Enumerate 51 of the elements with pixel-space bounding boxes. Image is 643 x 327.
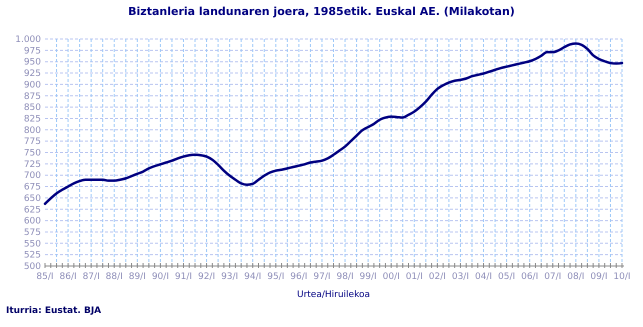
x-tick-label: 91/I <box>174 272 192 282</box>
y-tick-label: 500 <box>24 262 42 272</box>
y-tick-label: 750 <box>24 148 42 158</box>
x-tick-label: 85/I <box>36 272 54 282</box>
x-tick-label: 02/I <box>428 272 446 282</box>
y-tick-label: 625 <box>24 205 41 216</box>
x-tick-label: 98/I <box>336 272 354 282</box>
y-tick-label: 975 <box>24 46 41 56</box>
x-tick-label: 97/I <box>313 272 331 282</box>
chart-title: Biztanleria landunaren joera, 1985etik. Euskal AE. (Milakotan) <box>128 5 515 18</box>
x-axis-title: Urtea/Hiruilekoa <box>296 290 370 300</box>
x-tick-label: 05/I <box>498 272 516 282</box>
x-tick-label: 95/I <box>267 272 284 282</box>
y-tick-label: 800 <box>24 126 42 136</box>
y-tick-label: 775 <box>24 137 41 148</box>
y-tick-label: 725 <box>24 160 41 170</box>
y-tick-label: 900 <box>24 80 42 90</box>
x-tick-label: 06/I <box>521 272 538 282</box>
y-tick-label: 925 <box>24 69 41 80</box>
y-tick-label: 950 <box>24 58 42 68</box>
y-tick-label: 650 <box>24 194 42 204</box>
line-series <box>44 42 624 206</box>
text: Iturria: Eustat. BJA <box>6 306 102 316</box>
x-tick-label: 03/I <box>452 272 470 282</box>
x-tick-label: 09/I <box>590 272 608 282</box>
y-tick-label: 525 <box>24 250 41 261</box>
y-tick-label: 1.000 <box>15 35 42 45</box>
y-tick-label: 875 <box>24 92 41 102</box>
x-tick-label: 04/I <box>474 272 492 282</box>
x-tick-label: 96/I <box>290 272 308 282</box>
y-tick-label: 600 <box>24 216 42 227</box>
x-tick-label: 87/I <box>82 272 100 282</box>
x-tick-label: 94/I <box>244 272 262 282</box>
y-tick-label: 675 <box>24 182 41 193</box>
x-tick-label: 08/I <box>567 272 584 282</box>
y-tick-label: 850 <box>24 103 42 114</box>
x-tick-label: 99/I <box>360 272 377 282</box>
x-tick-label: 88/I <box>106 272 123 282</box>
y-tick-label: 575 <box>24 228 41 238</box>
x-tick-label: 10/I <box>613 272 631 282</box>
x-tick-label: 86/I <box>60 272 77 282</box>
y-tick-label: 825 <box>24 114 41 124</box>
x-tick-label: 89/I <box>128 272 146 282</box>
y-tick-label: 550 <box>24 239 42 250</box>
y-tick-label: 700 <box>24 171 42 182</box>
x-tick-label: 07/I <box>544 272 562 282</box>
x-tick-label: 90/I <box>152 272 169 282</box>
x-tick-label: 92/I <box>198 272 216 282</box>
x-tick-label: 00/I <box>382 272 400 282</box>
x-tick-label: 93/I <box>221 272 238 282</box>
x-tick-label: 01/I <box>406 272 423 282</box>
